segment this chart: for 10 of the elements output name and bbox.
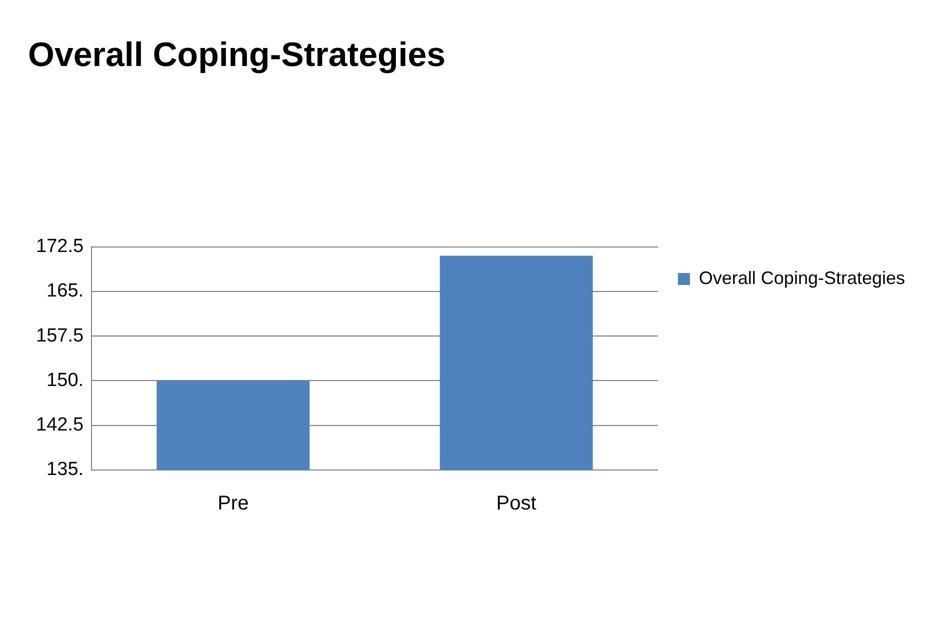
y-tick-label: 142.5 — [36, 414, 84, 436]
y-tick-label: 157.5 — [36, 325, 84, 346]
y-tick-label: 172.5 — [36, 236, 84, 258]
y-tick-label: 150. — [46, 370, 84, 391]
y-tick-label: 135. — [46, 459, 84, 480]
x-tick-label: Pre — [218, 492, 249, 515]
legend-label: Overall Coping-Strategies — [698, 268, 906, 288]
y-tick-label: 165. — [46, 280, 84, 302]
x-tick-label: Post — [496, 492, 537, 515]
chart-title: Overall Coping-Strategies — [28, 36, 446, 74]
